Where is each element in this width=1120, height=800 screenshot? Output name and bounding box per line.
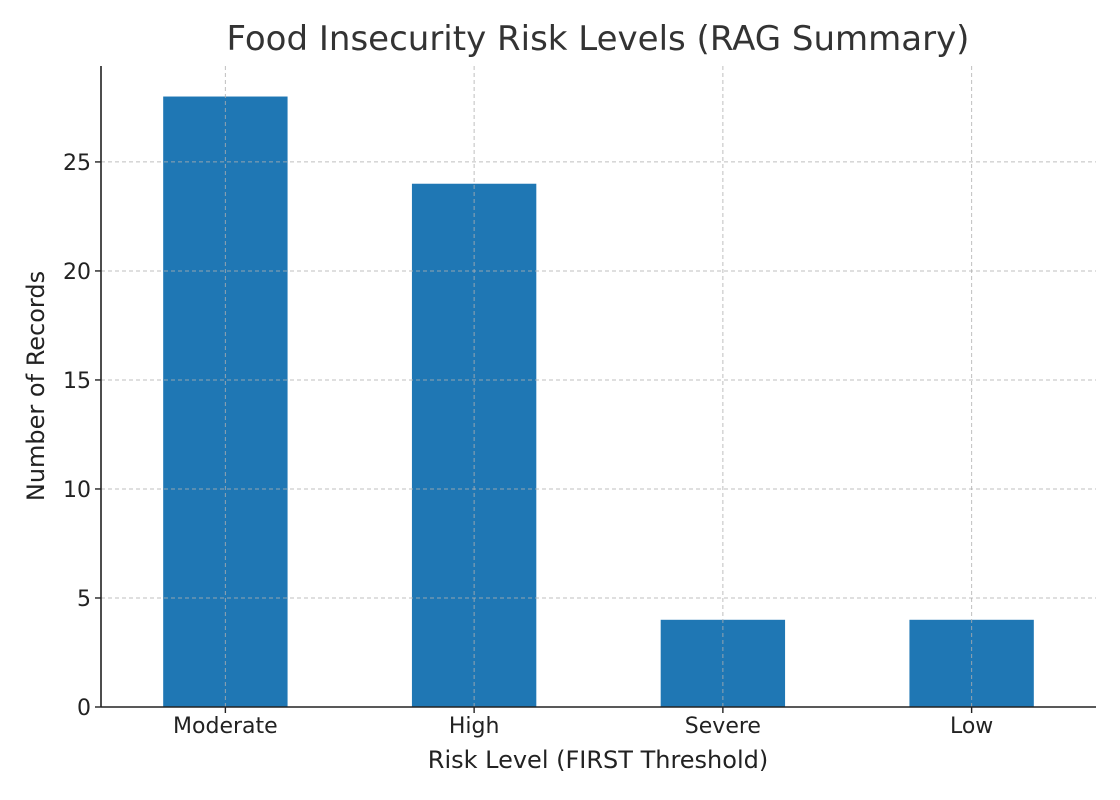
y-axis-label: Number of Records [22, 271, 50, 501]
chart-title: Food Insecurity Risk Levels (RAG Summary… [227, 19, 970, 59]
x-ticks: Moderate High Severe Low [173, 707, 993, 739]
y-ticks: 0 5 10 15 20 25 [63, 151, 101, 721]
bars [163, 96, 1034, 708]
y-tick-label: 10 [63, 478, 91, 503]
y-tick-label: 25 [63, 151, 91, 176]
y-tick-label: 5 [77, 587, 91, 612]
x-tick-label: Low [950, 714, 993, 739]
x-tick-label: High [449, 714, 500, 739]
y-tick-label: 20 [63, 260, 91, 285]
axes [100, 66, 1096, 708]
grid [101, 66, 1096, 707]
y-tick-label: 15 [63, 369, 91, 394]
x-tick-label: Moderate [173, 714, 278, 739]
x-tick-label: Severe [685, 714, 761, 739]
y-tick-label: 0 [77, 696, 91, 721]
x-axis-label: Risk Level (FIRST Threshold) [428, 746, 768, 774]
